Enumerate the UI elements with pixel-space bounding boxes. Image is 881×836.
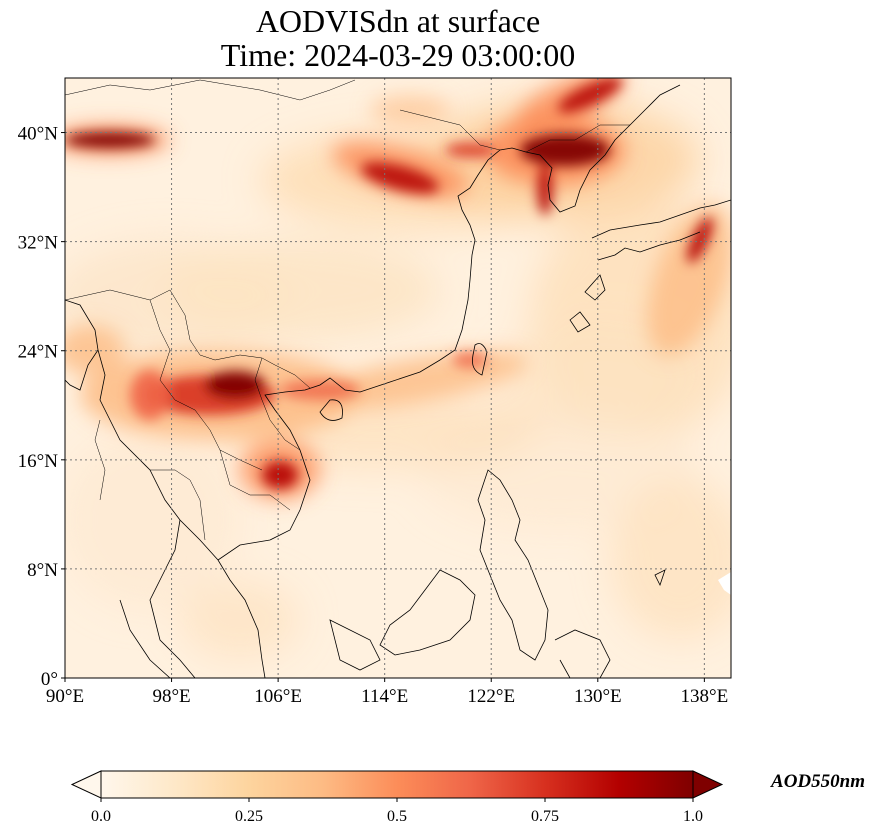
colorbar-extend-high bbox=[692, 770, 724, 799]
missing-data-patch bbox=[718, 572, 731, 595]
lon-tick-label: 122°E bbox=[467, 686, 515, 707]
colorbar-body bbox=[101, 771, 693, 798]
lat-tick-label: 0° bbox=[41, 669, 58, 690]
aod-cores bbox=[65, 78, 713, 489]
gridlines bbox=[65, 78, 731, 678]
figure-title: AODVISdn at surface Time: 2024-03-29 03:… bbox=[65, 4, 731, 72]
lon-tick-label: 114°E bbox=[361, 686, 408, 707]
colorbar-tick-label: 0.25 bbox=[235, 808, 263, 825]
lon-tick-label: 90°E bbox=[46, 686, 84, 707]
colorbar-extend-low bbox=[70, 770, 102, 799]
colorbar-tick-label: 0.5 bbox=[387, 808, 407, 825]
lat-tick-label: 24°N bbox=[18, 342, 59, 363]
map-frame bbox=[64, 77, 732, 679]
colorbar-label: AOD550nm bbox=[770, 771, 865, 792]
colorbar-tick-label: 0.75 bbox=[531, 808, 559, 825]
colorbar-ticks: 0.0 0.25 0.5 0.75 1.0 bbox=[91, 798, 703, 825]
colorbar-tick-label: 0.0 bbox=[91, 808, 111, 825]
colorbar: 0.0 0.25 0.5 0.75 1.0 AOD550nm bbox=[70, 770, 865, 825]
title-time: Time: 2024-03-29 03:00:00 bbox=[220, 37, 576, 73]
lon-tick-label: 130°E bbox=[574, 686, 622, 707]
lat-tick-label: 32°N bbox=[18, 233, 59, 254]
lon-tick-label: 98°E bbox=[152, 686, 190, 707]
coastlines bbox=[65, 84, 731, 678]
colorbar-tick-label: 1.0 bbox=[683, 808, 703, 825]
borders bbox=[65, 79, 630, 541]
lat-tick-label: 8°N bbox=[27, 560, 58, 581]
lon-tick-label: 138°E bbox=[681, 686, 729, 707]
latitude-ticks: 0° 8°N 16°N 24°N 32°N 40°N bbox=[18, 124, 65, 690]
longitude-ticks: 90°E 98°E 106°E 114°E 122°E 130°E 138°E bbox=[46, 678, 728, 707]
lon-tick-label: 106°E bbox=[254, 686, 302, 707]
lat-tick-label: 40°N bbox=[18, 124, 59, 145]
aod-field bbox=[65, 78, 731, 678]
title-variable: AODVISdn at surface bbox=[255, 3, 541, 39]
lat-tick-label: 16°N bbox=[18, 451, 59, 472]
